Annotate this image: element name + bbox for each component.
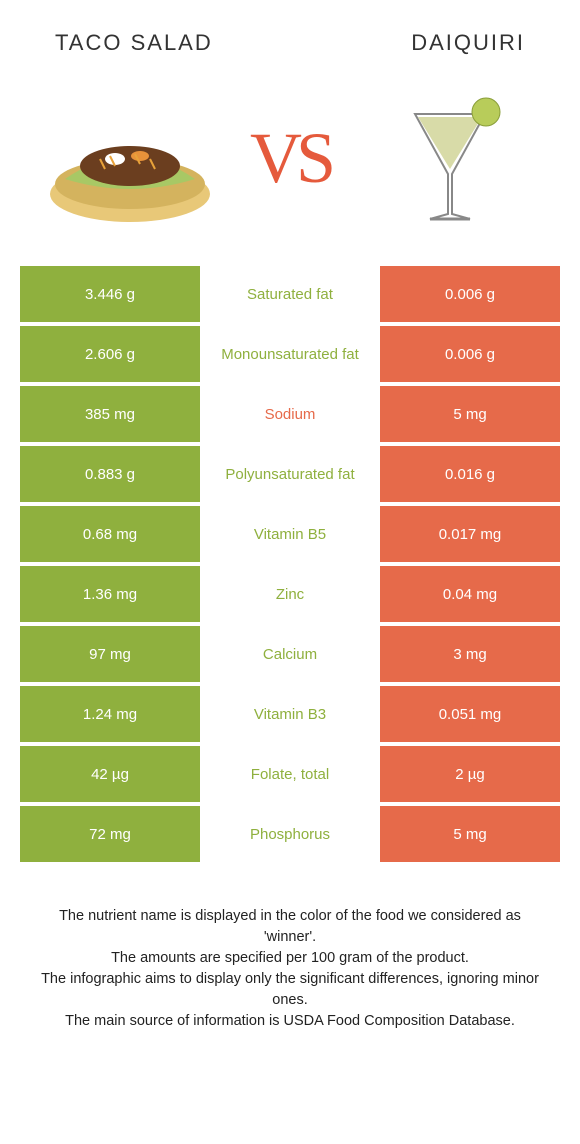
right-value-cell: 0.051 mg xyxy=(380,686,560,742)
right-value-cell: 5 mg xyxy=(380,386,560,442)
right-value-cell: 0.04 mg xyxy=(380,566,560,622)
nutrient-label-cell: Vitamin B3 xyxy=(200,686,380,742)
table-row: 2.606 gMonounsaturated fat0.006 g xyxy=(20,326,560,382)
images-row: VS xyxy=(0,66,580,266)
left-value-cell: 42 µg xyxy=(20,746,200,802)
nutrient-label-cell: Calcium xyxy=(200,626,380,682)
table-row: 97 mgCalcium3 mg xyxy=(20,626,560,682)
nutrient-label-cell: Vitamin B5 xyxy=(200,506,380,562)
nutrient-label-cell: Folate, total xyxy=(200,746,380,802)
right-value-cell: 5 mg xyxy=(380,806,560,862)
nutrient-label-cell: Polyunsaturated fat xyxy=(200,446,380,502)
left-value-cell: 1.36 mg xyxy=(20,566,200,622)
table-row: 3.446 gSaturated fat0.006 g xyxy=(20,266,560,322)
left-value-cell: 97 mg xyxy=(20,626,200,682)
table-row: 1.36 mgZinc0.04 mg xyxy=(20,566,560,622)
footer-line: The main source of information is USDA F… xyxy=(35,1011,545,1032)
right-value-cell: 2 µg xyxy=(380,746,560,802)
nutrient-label-cell: Phosphorus xyxy=(200,806,380,862)
right-value-cell: 0.016 g xyxy=(380,446,560,502)
footer-line: The infographic aims to display only the… xyxy=(35,969,545,1011)
infographic-container: TACO SALAD DAIQUIRI VS xyxy=(0,0,580,1032)
left-value-cell: 0.68 mg xyxy=(20,506,200,562)
table-row: 0.883 gPolyunsaturated fat0.016 g xyxy=(20,446,560,502)
right-value-cell: 0.017 mg xyxy=(380,506,560,562)
footer-line: The nutrient name is displayed in the co… xyxy=(35,906,545,948)
table-row: 72 mgPhosphorus5 mg xyxy=(20,806,560,862)
header-row: TACO SALAD DAIQUIRI xyxy=(0,0,580,66)
nutrient-label-cell: Saturated fat xyxy=(200,266,380,322)
footer-line: The amounts are specified per 100 gram o… xyxy=(35,948,545,969)
daiquiri-image xyxy=(360,84,540,234)
left-value-cell: 72 mg xyxy=(20,806,200,862)
left-value-cell: 1.24 mg xyxy=(20,686,200,742)
left-value-cell: 3.446 g xyxy=(20,266,200,322)
left-value-cell: 2.606 g xyxy=(20,326,200,382)
footer-notes: The nutrient name is displayed in the co… xyxy=(0,866,580,1032)
vs-label: VS xyxy=(250,117,330,200)
nutrient-label-cell: Sodium xyxy=(200,386,380,442)
right-value-cell: 3 mg xyxy=(380,626,560,682)
comparison-table: 3.446 gSaturated fat0.006 g2.606 gMonoun… xyxy=(0,266,580,862)
right-food-title: DAIQUIRI xyxy=(411,30,525,56)
right-value-cell: 0.006 g xyxy=(380,326,560,382)
taco-salad-image xyxy=(40,84,220,234)
left-food-title: TACO SALAD xyxy=(55,30,213,56)
nutrient-label-cell: Zinc xyxy=(200,566,380,622)
table-row: 385 mgSodium5 mg xyxy=(20,386,560,442)
right-value-cell: 0.006 g xyxy=(380,266,560,322)
table-row: 42 µgFolate, total2 µg xyxy=(20,746,560,802)
nutrient-label-cell: Monounsaturated fat xyxy=(200,326,380,382)
table-row: 0.68 mgVitamin B50.017 mg xyxy=(20,506,560,562)
left-value-cell: 385 mg xyxy=(20,386,200,442)
left-value-cell: 0.883 g xyxy=(20,446,200,502)
table-row: 1.24 mgVitamin B30.051 mg xyxy=(20,686,560,742)
